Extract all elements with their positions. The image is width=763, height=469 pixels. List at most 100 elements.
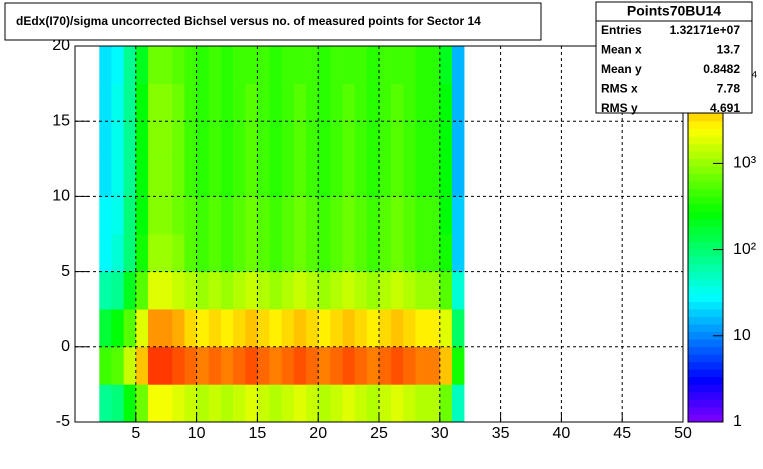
x-tick-label: 20 xyxy=(309,425,327,442)
cell xyxy=(160,158,173,197)
cell xyxy=(293,384,307,423)
cell xyxy=(306,46,319,84)
cell xyxy=(439,46,453,84)
palette-step xyxy=(688,181,723,190)
cell xyxy=(403,346,416,385)
x-tick-label: 5 xyxy=(131,425,140,442)
cell xyxy=(439,158,453,197)
palette-step xyxy=(688,316,723,325)
cell xyxy=(318,346,331,385)
cell xyxy=(451,234,465,272)
cell xyxy=(220,196,234,235)
palette-step xyxy=(688,384,723,393)
cell xyxy=(391,196,404,235)
cell xyxy=(111,234,124,272)
stats-value: 13.7 xyxy=(717,43,741,57)
cell xyxy=(172,384,185,423)
cell xyxy=(135,346,149,385)
stats-label: RMS x xyxy=(601,82,638,96)
cell xyxy=(415,309,428,348)
cell xyxy=(269,384,283,423)
cell xyxy=(281,46,295,84)
cell xyxy=(257,158,270,197)
cell xyxy=(306,158,319,197)
cell xyxy=(257,196,270,235)
cell xyxy=(366,309,380,348)
cell xyxy=(172,158,185,197)
cell xyxy=(172,346,185,385)
cell xyxy=(293,46,307,84)
cell xyxy=(354,309,368,348)
palette-step xyxy=(688,369,723,378)
cell xyxy=(269,196,283,235)
cell xyxy=(439,234,453,272)
cell xyxy=(427,83,441,122)
cell xyxy=(451,121,465,160)
x-tick-label: 45 xyxy=(613,425,631,442)
cell xyxy=(415,121,428,160)
cell xyxy=(330,346,343,385)
cell xyxy=(147,196,161,235)
palette-step xyxy=(688,121,723,130)
cell xyxy=(439,121,453,160)
z-tick-label: 1 xyxy=(733,413,742,430)
cell xyxy=(269,121,283,160)
cell xyxy=(196,309,210,348)
palette-step xyxy=(688,309,723,318)
cell xyxy=(281,121,295,160)
cell xyxy=(220,83,234,122)
cell xyxy=(245,271,258,310)
palette-step xyxy=(688,128,723,137)
stats-value: 7.78 xyxy=(717,82,741,96)
cell xyxy=(330,158,343,197)
cell xyxy=(111,271,124,310)
cell xyxy=(111,346,124,385)
stats-value: 0.8482 xyxy=(703,62,740,76)
x-tick-label: 10 xyxy=(188,425,206,442)
palette-step xyxy=(688,301,723,310)
cell xyxy=(172,46,185,84)
palette-step xyxy=(688,286,723,295)
cell xyxy=(208,346,222,385)
cell xyxy=(160,83,173,122)
cell xyxy=(415,196,428,235)
palette-step xyxy=(688,173,723,182)
cell xyxy=(245,121,258,160)
x-tick-label: 30 xyxy=(431,425,449,442)
cell xyxy=(366,83,380,122)
cell xyxy=(342,196,355,235)
cell xyxy=(318,384,331,423)
cell xyxy=(330,234,343,272)
palette-step xyxy=(688,279,723,287)
palette-step xyxy=(688,211,723,220)
cell xyxy=(306,309,319,348)
palette-step xyxy=(688,399,723,408)
cell xyxy=(220,158,234,197)
cell xyxy=(330,384,343,423)
cell xyxy=(208,234,222,272)
palette-step xyxy=(688,249,723,257)
cell xyxy=(293,271,307,310)
y-tick-label: 5 xyxy=(61,263,70,280)
cell xyxy=(147,121,161,160)
cell xyxy=(306,196,319,235)
cell xyxy=(123,271,137,310)
cell xyxy=(439,83,453,122)
cell xyxy=(415,83,428,122)
cell xyxy=(269,271,283,310)
cell xyxy=(391,121,404,160)
cell xyxy=(293,196,307,235)
cell xyxy=(293,158,307,197)
cell xyxy=(111,158,124,197)
cell xyxy=(99,271,112,310)
cell xyxy=(366,384,380,423)
cell xyxy=(293,234,307,272)
stats-value: 1.32171e+07 xyxy=(670,23,741,37)
cell xyxy=(318,121,331,160)
cell xyxy=(379,346,392,385)
palette-step xyxy=(688,226,723,235)
stats-label: Mean x xyxy=(601,43,642,57)
cell xyxy=(257,46,270,84)
palette-step xyxy=(688,264,723,272)
